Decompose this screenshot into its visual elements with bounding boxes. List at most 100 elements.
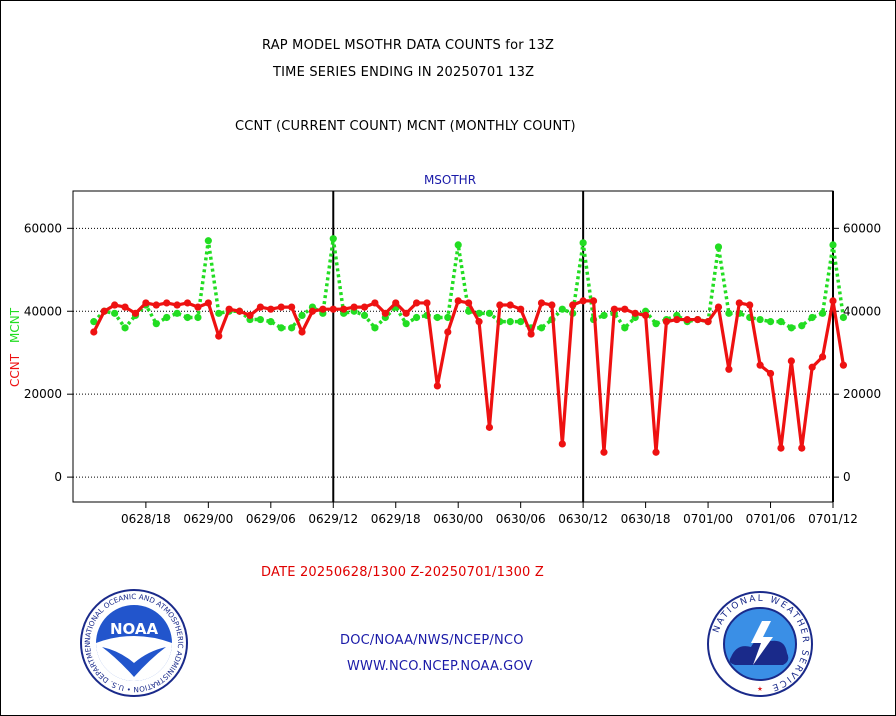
data-point-ccnt: [308, 307, 317, 315]
data-point-ccnt: [183, 299, 192, 307]
data-point-mcnt: [756, 315, 764, 324]
data-point-mcnt: [256, 315, 264, 324]
data-point-ccnt: [121, 303, 129, 311]
data-point-ccnt: [256, 303, 264, 311]
data-point-ccnt: [683, 315, 691, 324]
data-point-mcnt: [183, 313, 192, 322]
data-point-ccnt: [673, 315, 681, 324]
data-point-mcnt: [787, 324, 795, 332]
data-point-ccnt: [412, 299, 421, 307]
y-axis-label-mcnt: MCNT: [8, 307, 22, 343]
data-point-mcnt: [277, 324, 285, 332]
data-point-mcnt: [485, 309, 494, 317]
data-point-mcnt: [329, 235, 337, 243]
data-point-mcnt: [506, 318, 514, 326]
data-point-ccnt: [131, 309, 140, 317]
data-point-ccnt: [569, 301, 577, 309]
data-point-mcnt: [714, 243, 723, 251]
series-line-ccnt: [92, 299, 845, 454]
data-point-ccnt: [808, 363, 816, 371]
x-tick-label: 0629/18: [371, 512, 421, 526]
data-point-ccnt: [579, 297, 587, 305]
data-point-mcnt: [215, 309, 223, 317]
y-axis-label-ccnt: CCNT: [8, 353, 22, 387]
data-point-mcnt: [517, 318, 525, 326]
data-point-ccnt: [746, 301, 754, 309]
data-point-ccnt: [204, 299, 212, 307]
data-point-ccnt: [267, 305, 275, 313]
data-point-ccnt: [152, 301, 160, 309]
data-point-ccnt: [465, 299, 473, 307]
data-point-mcnt: [298, 311, 306, 319]
data-point-ccnt: [527, 330, 535, 338]
data-point-ccnt: [142, 299, 150, 307]
y-tick-label-left: 40000: [24, 304, 62, 318]
data-point-mcnt: [433, 313, 441, 322]
credit-line-2: WWW.NCO.NCEP.NOAA.GOV: [347, 659, 533, 674]
data-point-mcnt: [537, 324, 546, 332]
data-point-ccnt: [496, 301, 504, 309]
data-point-ccnt: [163, 299, 171, 307]
y-tick-label-right: 40000: [843, 304, 881, 318]
data-point-mcnt: [725, 309, 733, 317]
data-point-mcnt: [621, 324, 629, 332]
data-point-mcnt: [402, 320, 410, 328]
noaa-logo-text: NOAA: [110, 620, 159, 638]
data-point-ccnt: [621, 305, 629, 313]
x-tick-label: 0629/12: [308, 512, 358, 526]
data-point-ccnt: [173, 301, 181, 309]
data-point-ccnt: [735, 299, 743, 307]
noaa-logo: NOAA NATIONAL OCEANIC AND ATMOSPHERIC AD…: [80, 589, 188, 697]
x-tick-label: 0630/12: [558, 512, 608, 526]
data-point-ccnt: [818, 353, 827, 361]
date-range: DATE 20250628/1300 Z-20250701/1300 Z: [261, 565, 544, 580]
chart-title: RAP MODEL MSOTHR DATA COUNTS for 13Z: [262, 38, 555, 53]
plot-frame: [72, 190, 834, 503]
data-point-ccnt: [631, 309, 639, 317]
data-point-ccnt: [298, 328, 306, 336]
x-tick-label: 0630/06: [496, 512, 546, 526]
data-point-mcnt: [267, 318, 275, 326]
data-point-ccnt: [600, 448, 608, 456]
y-ticks-right: 0 20000 40000 60000: [843, 221, 881, 484]
data-point-mcnt: [829, 241, 837, 249]
data-point-ccnt: [402, 309, 410, 317]
data-point-ccnt: [235, 307, 244, 315]
data-point-mcnt: [152, 320, 160, 328]
data-point-ccnt: [642, 311, 650, 319]
data-point-mcnt: [204, 237, 212, 245]
data-point-mcnt: [371, 324, 379, 332]
x-ticks: 0628/18 0629/00 0629/06 0629/12 0629/18 0630/…: [121, 502, 858, 526]
data-point-mcnt: [288, 324, 296, 332]
data-point-ccnt: [694, 315, 702, 324]
data-point-mcnt: [839, 313, 848, 322]
x-tick-label: 0629/00: [183, 512, 233, 526]
data-point-mcnt: [111, 309, 119, 317]
data-point-ccnt: [475, 318, 483, 326]
data-point-ccnt: [371, 299, 379, 307]
y-ticks-left: 0 20000 40000 60000: [24, 221, 62, 484]
data-point-mcnt: [600, 311, 608, 319]
data-point-ccnt: [423, 299, 431, 307]
data-point-ccnt: [829, 297, 837, 305]
data-point-ccnt: [652, 448, 660, 456]
y-tick-label-right: 0: [843, 470, 851, 484]
data-point-ccnt: [111, 301, 119, 309]
data-point-ccnt: [558, 440, 566, 448]
data-point-ccnt: [100, 307, 108, 315]
data-point-ccnt: [714, 303, 723, 311]
panel-label: MSOTHR: [424, 173, 476, 187]
data-point-ccnt: [392, 299, 400, 307]
credit-line-1: DOC/NOAA/NWS/NCEP/NCO: [340, 633, 524, 648]
y-tick-label-left: 60000: [24, 221, 62, 235]
data-point-mcnt: [360, 311, 369, 319]
chart-legend-description: CCNT (CURRENT COUNT) MCNT (MONTHLY COUNT…: [235, 119, 576, 134]
data-point-ccnt: [485, 423, 494, 431]
data-point-mcnt: [194, 313, 202, 322]
y-tick-label-left: 20000: [24, 387, 62, 401]
data-point-ccnt: [319, 305, 327, 313]
star-icon: ★: [757, 684, 763, 694]
x-tick-label: 0701/12: [808, 512, 858, 526]
data-point-mcnt: [818, 309, 827, 317]
data-point-mcnt: [121, 324, 129, 332]
